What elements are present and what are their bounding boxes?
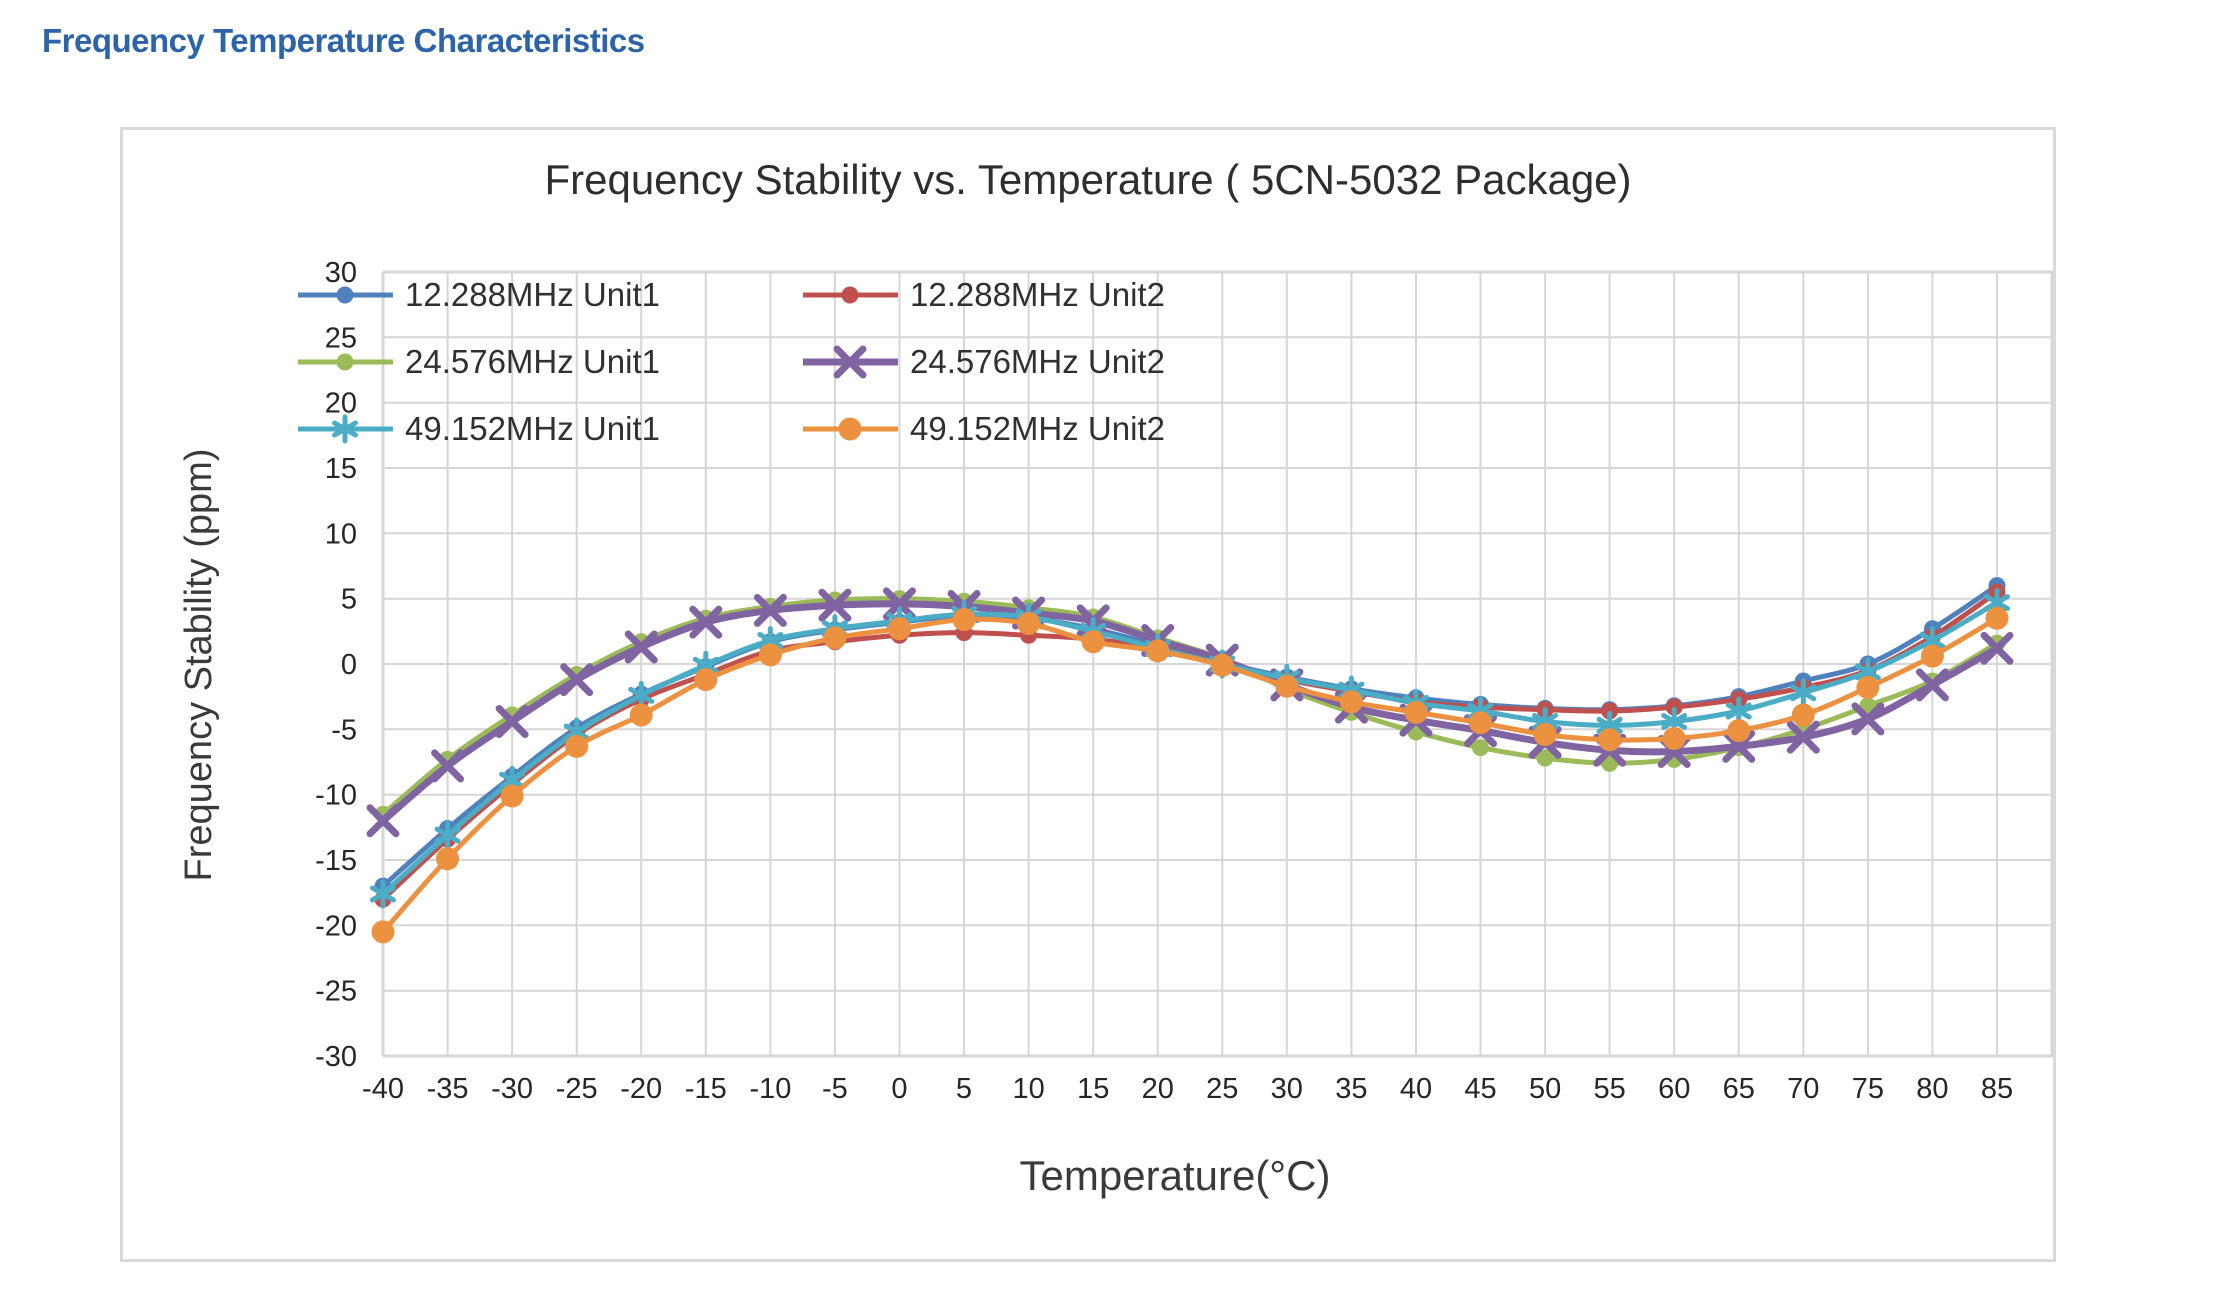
legend-item-24.576mhz-unit2: 24.576MHz Unit2 [803,328,1165,395]
gridlines [381,270,2053,1058]
x-tick-label: -30 [491,1073,533,1105]
y-tick-label: 10 [325,518,357,550]
asterisk-marker-icon [298,414,393,443]
y-tick-label: 15 [325,453,357,485]
legend-item-49.152mhz-unit1: 49.152MHz Unit1 [298,395,803,462]
x-marker-icon [803,345,898,378]
legend-label: 12.288MHz Unit1 [405,275,660,313]
x-tick-label: 10 [1012,1073,1044,1105]
chart-title: Frequency Stability vs. Temperature ( 5C… [544,156,1632,203]
axis-tick-labels: -30 -25 -20 -15 -10 -5 0 5 10 15 20 25 30 -40 -35 -30 -2… [315,257,2013,1105]
x-tick-label: -40 [362,1073,404,1105]
legend-label: 24.576MHz Unit1 [405,342,660,380]
y-tick-label: 30 [325,257,357,289]
x-tick-label: 45 [1464,1073,1496,1105]
x-tick-label: 60 [1658,1073,1690,1105]
x-tick-label: -20 [620,1073,662,1105]
series-49.152mhz-unit2 [371,606,2009,944]
y-tick-label: -20 [315,910,357,942]
legend-label: 49.152MHz Unit1 [405,409,660,447]
series-line [380,615,2000,935]
legend-item-12.288mhz-unit1: 12.288MHz Unit1 [298,261,803,328]
y-tick-label: -15 [315,845,357,877]
x-tick-label: 40 [1400,1073,1432,1105]
page-title: Frequency Temperature Characteristics [42,22,645,59]
x-tick-label: -15 [685,1073,727,1105]
x-tick-label: 75 [1852,1073,1884,1105]
series-12.288mhz-unit1 [374,577,2006,895]
series-line [379,600,2001,825]
y-tick-label: -25 [315,976,357,1008]
circle-marker-icon [803,286,898,303]
x-tick-label: -35 [427,1073,469,1105]
x-tick-label: 50 [1529,1073,1561,1105]
plot-area: -30 -25 -20 -15 -10 -5 0 5 10 15 20 25 30 -40 -35 -30 -2… [315,257,2053,1105]
x-tick-label: 20 [1142,1073,1174,1105]
x-tick-label: 85 [1981,1073,2013,1105]
x-tick-label: -5 [822,1073,848,1105]
chart-panel: Frequency Stability vs. Temperature ( 5C… [120,127,2056,1262]
y-tick-label: -30 [315,1041,357,1073]
legend-label: 12.288MHz Unit2 [910,275,1165,313]
x-tick-label: 65 [1723,1073,1755,1105]
y-tick-label: -10 [315,780,357,812]
x-tick-label: 15 [1077,1073,1109,1105]
x-tick-label: -10 [749,1073,791,1105]
y-tick-label: -5 [331,714,357,746]
y-axis-title: Frequency Stability (ppm) [178,448,220,882]
legend-label: 49.152MHz Unit2 [910,409,1165,447]
x-tick-label: 80 [1916,1073,1948,1105]
series-line [380,583,2000,889]
series-49.152mhz-unit1 [370,588,2010,909]
y-tick-label: 5 [341,584,357,616]
circle-marker-icon [298,353,393,370]
x-tick-label: -25 [556,1073,598,1105]
x-tick-label: 30 [1271,1073,1303,1105]
legend-item-12.288mhz-unit2: 12.288MHz Unit2 [803,261,1165,328]
x-tick-label: 5 [956,1073,972,1105]
chart-legend: 12.288MHz Unit1 12.288MHz Unit2 24.576MHz … [298,261,1165,462]
x-tick-label: 70 [1787,1073,1819,1105]
x-tick-label: 35 [1335,1073,1367,1105]
circle-large-marker-icon [803,417,898,440]
y-tick-label: 0 [341,649,357,681]
circle-marker-icon [298,286,393,303]
x-tick-label: 55 [1593,1073,1625,1105]
legend-label: 24.576MHz Unit2 [910,342,1165,380]
legend-item-24.576mhz-unit1: 24.576MHz Unit1 [298,328,803,395]
legend-item-49.152mhz-unit2: 49.152MHz Unit2 [803,395,1165,462]
y-tick-label: 25 [325,322,357,354]
x-tick-label: 25 [1206,1073,1238,1105]
x-tick-label: 0 [891,1073,907,1105]
y-tick-label: 20 [325,388,357,420]
x-axis-title: Temperature(°C) [1019,1152,1331,1199]
